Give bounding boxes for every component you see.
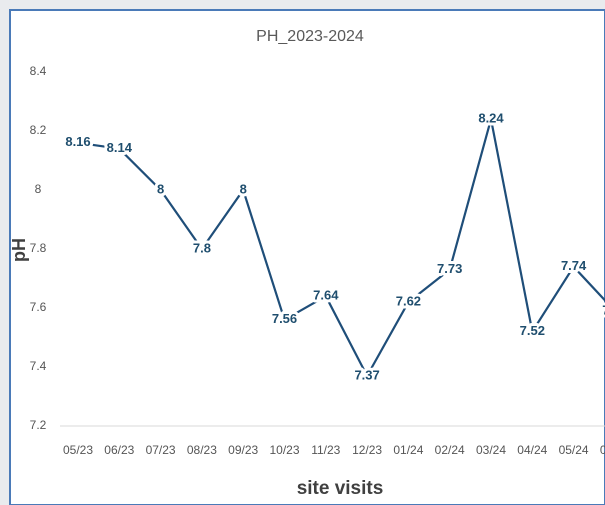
data-label: 7.52 bbox=[520, 323, 545, 338]
data-label: 7.37 bbox=[354, 367, 379, 382]
y-tick-label: 8.2 bbox=[30, 123, 47, 137]
data-label: 8 bbox=[240, 181, 247, 196]
data-label: 7.56 bbox=[272, 311, 297, 326]
data-label: 7.62 bbox=[396, 294, 421, 309]
data-label: 8.24 bbox=[478, 111, 504, 126]
x-tick-label: 02/24 bbox=[435, 443, 465, 457]
x-tick-label: 11/23 bbox=[311, 443, 340, 457]
data-label: 8.14 bbox=[107, 140, 133, 155]
x-tick-label: 06/24 bbox=[600, 443, 605, 457]
y-tick-label: 7.2 bbox=[30, 418, 47, 432]
x-tick-label: 10/23 bbox=[269, 443, 299, 457]
data-label: 8.16 bbox=[65, 134, 90, 149]
x-tick-label: 05/23 bbox=[63, 443, 93, 457]
data-label: 7.74 bbox=[561, 258, 587, 273]
data-label: 8 bbox=[157, 181, 164, 196]
data-line bbox=[77, 118, 605, 379]
data-label: 7.59 bbox=[602, 302, 605, 317]
y-axis-label: pH bbox=[9, 238, 29, 262]
data-label: 7.64 bbox=[313, 288, 339, 303]
data-label: 7.8 bbox=[193, 240, 211, 255]
y-tick-label: 7.4 bbox=[30, 359, 47, 373]
x-tick-label: 01/24 bbox=[393, 443, 423, 457]
x-axis-label: site visits bbox=[297, 478, 384, 499]
y-tick-label: 8 bbox=[35, 182, 42, 196]
data-label: 7.73 bbox=[437, 261, 462, 276]
y-tick-label: 7.6 bbox=[30, 300, 47, 314]
y-tick-label: 7.8 bbox=[30, 241, 47, 255]
x-tick-label: 04/24 bbox=[517, 443, 547, 457]
x-tick-label: 12/23 bbox=[352, 443, 382, 457]
chart-title: PH_2023-2024 bbox=[256, 28, 364, 45]
x-tick-label: 07/23 bbox=[146, 443, 176, 457]
x-tick-label: 08/23 bbox=[187, 443, 217, 457]
x-tick-label: 09/23 bbox=[228, 443, 258, 457]
x-tick-label: 06/23 bbox=[104, 443, 134, 457]
x-tick-label: 05/24 bbox=[559, 443, 589, 457]
chart-frame bbox=[9, 9, 605, 505]
y-tick-label: 8.4 bbox=[30, 64, 47, 78]
x-tick-label: 03/24 bbox=[476, 443, 506, 457]
